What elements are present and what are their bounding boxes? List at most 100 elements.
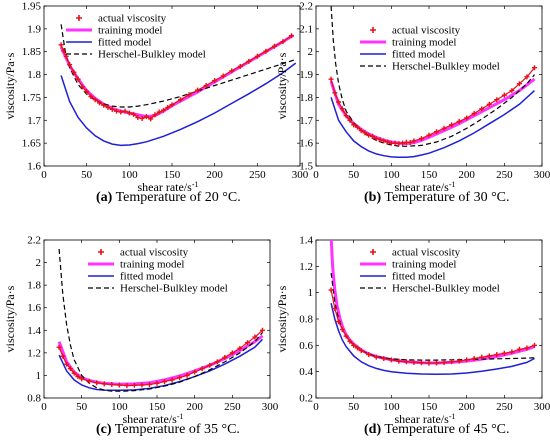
plot-area <box>58 24 297 147</box>
data-point-actual-viscosity <box>61 48 67 54</box>
y-axis-label: viscosity/Pa·s <box>3 285 17 352</box>
data-point-actual-viscosity <box>366 132 372 138</box>
data-point-actual-viscosity <box>79 84 85 90</box>
data-point-actual-viscosity <box>160 107 166 113</box>
x-axis-label: shear rate/s-1 <box>395 180 456 195</box>
plot-area <box>328 6 537 159</box>
data-point-actual-viscosity <box>531 342 537 348</box>
data-point-actual-viscosity <box>212 78 218 84</box>
data-point-actual-viscosity <box>464 357 470 363</box>
series-line-fitted-model <box>58 338 264 392</box>
y-tick-label: 2.2 <box>299 1 313 13</box>
data-point-actual-viscosity <box>288 33 294 39</box>
x-axis-label-exponent: -1 <box>449 180 456 189</box>
series-line-fitted-model <box>60 62 297 147</box>
series-line-herschel-bulkley-model <box>58 248 263 392</box>
series-line-herschel-bulkley-model <box>330 6 535 147</box>
data-point-actual-viscosity <box>441 359 447 365</box>
data-point-actual-viscosity <box>426 360 432 366</box>
data-point-actual-viscosity <box>385 139 391 145</box>
data-point-actual-viscosity <box>332 90 338 96</box>
data-point-actual-viscosity <box>79 376 85 382</box>
legend-label: Herschel-Bulkley model <box>120 283 228 295</box>
data-point-actual-viscosity <box>351 122 357 128</box>
data-point-actual-viscosity <box>456 358 462 364</box>
data-point-actual-viscosity <box>339 106 345 112</box>
y-tick-label: 1.5 <box>299 161 313 173</box>
x-tick-label: 250 <box>496 169 513 181</box>
data-point-actual-viscosity <box>354 124 360 130</box>
data-point-actual-viscosity <box>135 115 141 121</box>
y-tick-label: 1 <box>36 370 42 382</box>
x-tick-label: 150 <box>149 401 166 413</box>
chart-panel-c: 0 50 100 150 200 250 300 0.8 1 1.2 1.4 1.6 1.8 2 2.2 sh… <box>3 235 279 427</box>
data-point-actual-viscosity <box>246 58 252 64</box>
data-point-actual-viscosity <box>165 104 171 110</box>
y-tick-label: 0.4 <box>299 366 313 378</box>
data-point-actual-viscosity <box>92 97 98 103</box>
legend-marker-actual-viscosity <box>370 249 376 255</box>
legend-entry-herschel-bulkley-model: Herschel-Bulkley model <box>360 283 500 295</box>
series-line-training-model <box>59 34 294 119</box>
plot-area <box>328 240 537 376</box>
data-point-actual-viscosity <box>86 378 92 384</box>
legend-label: fitted model <box>98 37 151 49</box>
data-point-actual-viscosity <box>328 76 334 82</box>
legend-entry-herschel-bulkley-model: Herschel-Bulkley model <box>66 49 206 61</box>
legend-entry-training-model: training model <box>88 259 184 271</box>
legend-label: fitted model <box>392 271 445 283</box>
x-tick-label: 200 <box>186 401 203 413</box>
legend-entry-training-model: training model <box>360 37 456 49</box>
x-tick-label: 100 <box>383 169 400 181</box>
x-tick-label: 0 <box>313 401 319 413</box>
data-point-actual-viscosity <box>531 65 537 71</box>
data-point-actual-viscosity <box>479 106 485 112</box>
x-tick-label: 200 <box>458 169 475 181</box>
data-point-actual-viscosity <box>195 87 201 93</box>
data-point-actual-viscosity <box>271 43 277 49</box>
legend-entry-actual-viscosity: actual viscosity <box>76 13 167 25</box>
data-point-actual-viscosity <box>263 48 269 54</box>
legend-entry-herschel-bulkley-model: Herschel-Bulkley model <box>360 61 500 73</box>
legend-entry-fitted-model: fitted model <box>66 37 151 49</box>
legend-entry-actual-viscosity: actual viscosity <box>370 25 461 37</box>
data-point-actual-viscosity <box>244 340 250 346</box>
data-point-actual-viscosity <box>441 125 447 131</box>
data-point-actual-viscosity <box>109 106 115 112</box>
x-axis-label-exponent: -1 <box>177 412 184 421</box>
y-tick-label: 1.8 <box>299 92 313 104</box>
data-point-actual-viscosity <box>96 100 102 106</box>
y-tick-label: 1.9 <box>299 69 313 81</box>
data-point-actual-viscosity <box>122 108 128 114</box>
data-point-actual-viscosity <box>169 377 175 383</box>
data-point-actual-viscosity <box>131 111 137 117</box>
x-axis-label: shear rate/s-1 <box>123 412 184 427</box>
plot-area <box>56 248 265 392</box>
y-tick-label: 0.2 <box>299 393 313 405</box>
data-point-actual-viscosity <box>203 83 209 89</box>
y-tick-label: 1.7 <box>299 115 313 127</box>
legend-entry-training-model: training model <box>360 259 456 271</box>
data-point-actual-viscosity <box>509 88 515 94</box>
data-point-actual-viscosity <box>509 349 515 355</box>
legend-label: fitted model <box>120 271 173 283</box>
data-point-actual-viscosity <box>126 110 132 116</box>
y-tick-label: 1.65 <box>22 138 42 150</box>
data-point-actual-viscosity <box>116 382 122 388</box>
x-tick-label: 250 <box>249 169 266 181</box>
data-point-actual-viscosity <box>332 305 338 311</box>
data-point-actual-viscosity <box>64 361 70 367</box>
data-point-actual-viscosity <box>220 73 226 79</box>
data-point-actual-viscosity <box>479 354 485 360</box>
y-tick-label: 2 <box>36 257 42 269</box>
data-point-actual-viscosity <box>75 76 81 82</box>
legend-label: actual viscosity <box>98 13 167 25</box>
data-point-actual-viscosity <box>524 345 530 351</box>
data-point-actual-viscosity <box>101 102 107 108</box>
data-point-actual-viscosity <box>280 39 286 45</box>
data-point-actual-viscosity <box>214 359 220 365</box>
data-point-actual-viscosity <box>501 350 507 356</box>
data-point-actual-viscosity <box>347 117 353 123</box>
y-axis-label: viscosity/Pa·s <box>3 52 17 119</box>
y-tick-label: 1.2 <box>299 261 313 273</box>
